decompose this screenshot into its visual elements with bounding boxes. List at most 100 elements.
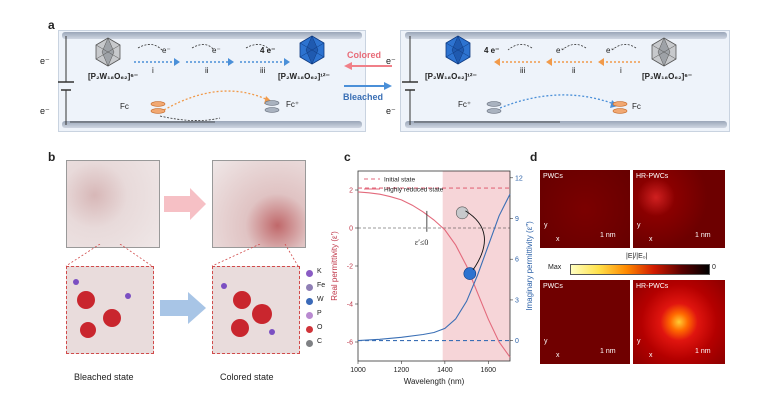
step-ii-left: ii xyxy=(205,66,209,75)
axis-x-d: x xyxy=(649,352,653,359)
yl-tick-label-0: 0 xyxy=(349,226,353,233)
step-e-2: e⁻ xyxy=(212,46,221,55)
step-i-right: i xyxy=(620,66,622,75)
x-tick-label-1600: 1600 xyxy=(480,367,496,374)
axis-y-a: y xyxy=(544,222,548,229)
annotation-eps: ε′≤0 xyxy=(415,238,429,247)
label-hr-pwcs-bottom: HR-PWCs xyxy=(636,283,669,290)
panel-a-label: a xyxy=(48,18,55,32)
bleached-state-caption: Bleached state xyxy=(74,372,134,382)
md-box-bleached xyxy=(66,160,160,248)
x-tick-label-1400: 1400 xyxy=(437,367,453,374)
legend-text-fe: Fe xyxy=(317,282,326,289)
colorbar-min: 0 xyxy=(712,264,716,271)
step-ii-right: ii xyxy=(572,66,576,75)
panel-a-graphics xyxy=(58,35,677,125)
scale-1nm-a: 1 nm xyxy=(600,232,616,239)
md-box-colored xyxy=(212,160,306,248)
fc-plus-molecule-left xyxy=(264,100,280,113)
legend-text-c: C xyxy=(317,338,323,345)
panel-c-label: c xyxy=(344,150,351,164)
series-2 xyxy=(357,191,511,358)
step-i-left: i xyxy=(152,66,154,75)
fc-label-left: Fc xyxy=(120,102,129,111)
axis-y-b: y xyxy=(637,222,641,229)
x-tick-label-1200: 1200 xyxy=(394,367,410,374)
pom-cluster-blue-left xyxy=(299,35,325,65)
step-e-right-2: e⁻ xyxy=(606,46,615,55)
electrode-top-right xyxy=(405,32,727,39)
x-axis-label: Wavelength (nm) xyxy=(404,377,465,386)
step-e-right-1: e⁻ xyxy=(556,46,565,55)
field-map-pwcs-top: PWCs 1 nm y x xyxy=(540,170,630,248)
label-pwcs-bottom: PWCs xyxy=(543,283,563,290)
scale-1nm-d: 1 nm xyxy=(695,348,711,355)
step-iii-right: iii xyxy=(520,66,526,75)
step-4e-right: 4 e⁻ xyxy=(484,46,500,55)
fc-plus-label-right: Fc⁺ xyxy=(458,100,472,109)
pom-cluster-grey-right xyxy=(651,37,677,67)
yr-tick-label-3: 3 xyxy=(515,297,519,304)
fc-plus-label-left: Fc⁺ xyxy=(286,100,300,109)
legend-text-0: Initial state xyxy=(384,177,415,184)
legend-swatch-p xyxy=(306,312,313,319)
yr-tick-label-0: 0 xyxy=(515,338,519,345)
electron-label-left-bottom: e⁻ xyxy=(40,106,50,116)
bleached-label: Bleached xyxy=(343,92,384,102)
axis-x-b: x xyxy=(649,236,653,243)
reduced-formula-right-6: [P₂W₁₈O₆₂]⁶⁻ xyxy=(642,72,693,81)
legend-text-o: O xyxy=(317,324,323,331)
axis-y-d: y xyxy=(637,338,641,345)
fc-plus-molecule-right xyxy=(486,101,502,114)
colorbar xyxy=(570,264,710,275)
colored-label: Colored xyxy=(347,50,382,60)
legend-swatch-k xyxy=(306,270,313,277)
scale-1nm-c: 1 nm xyxy=(600,348,616,355)
highlight-region xyxy=(442,171,510,361)
y-axis-label-right: Imaginary permittivity (ε″) xyxy=(525,221,534,311)
yr-tick-label-12: 12 xyxy=(515,175,523,182)
x-tick-label-1000: 1000 xyxy=(350,367,366,374)
chart-blue-cluster-icon xyxy=(463,267,477,280)
panel-b-label: b xyxy=(48,150,56,164)
permittivity-chart: 1000 1200 1400 1600 2 0 -2 -4 -6 0 3 6 9 12 Initial st… xyxy=(330,170,534,386)
reduced-formula-left-6: [P₂W₁₈O₆₂]⁶⁻ xyxy=(88,72,139,81)
chart-curved-arrow xyxy=(465,210,485,271)
electrode-bottom-right xyxy=(405,121,727,128)
legend-swatch-fe xyxy=(306,284,313,291)
step-4e-left: 4 e⁻ xyxy=(260,46,276,55)
reduced-formula-right-12: [P₂W₁₈O₆₂]¹²⁻ xyxy=(425,72,477,81)
colorbar-title: |E|/|E₀| xyxy=(626,253,648,260)
arrow-bleach-to-color xyxy=(164,188,206,220)
reduced-formula-left-12: [P₂W₁₈O₆₂]¹²⁻ xyxy=(278,72,330,81)
label-pwcs-top: PWCs xyxy=(543,173,563,180)
legend-text-w: W xyxy=(317,296,324,303)
yl-tick-label--2: -2 xyxy=(347,264,353,271)
electron-label-right-bottom: e⁻ xyxy=(386,106,396,116)
fc-molecule-left xyxy=(150,101,166,114)
zoom-guides xyxy=(65,244,299,267)
arrow-zoom xyxy=(160,292,206,324)
series-3 xyxy=(357,193,511,342)
panel-d-label: d xyxy=(530,150,538,164)
step-iii-left: iii xyxy=(260,66,266,75)
legend-swatch-c xyxy=(306,340,313,347)
zoom-bleached-clusters xyxy=(73,279,131,338)
yl-tick-label--4: -4 xyxy=(347,302,353,309)
step-e-1: e⁻ xyxy=(162,46,171,55)
colored-state-caption: Colored state xyxy=(220,372,274,382)
fc-label-right: Fc xyxy=(632,102,641,111)
chart-grey-cluster-icon xyxy=(455,206,469,220)
field-map-hr-pwcs-bottom: HR-PWCs 1 nm y x xyxy=(633,280,725,364)
legend-swatch-w xyxy=(306,298,313,305)
yl-tick-label--6: -6 xyxy=(347,340,353,347)
pom-cluster-grey-left xyxy=(95,37,121,67)
legend-text-p: P xyxy=(317,310,322,317)
axis-x-a: x xyxy=(556,236,560,243)
scale-1nm-b: 1 nm xyxy=(695,232,711,239)
label-hr-pwcs-top: HR-PWCs xyxy=(636,173,669,180)
axis-x-c: x xyxy=(556,352,560,359)
fc-molecule-right xyxy=(612,101,628,114)
electrode-top-left xyxy=(62,32,362,39)
legend-text-1: Highly reduced state xyxy=(384,187,444,194)
